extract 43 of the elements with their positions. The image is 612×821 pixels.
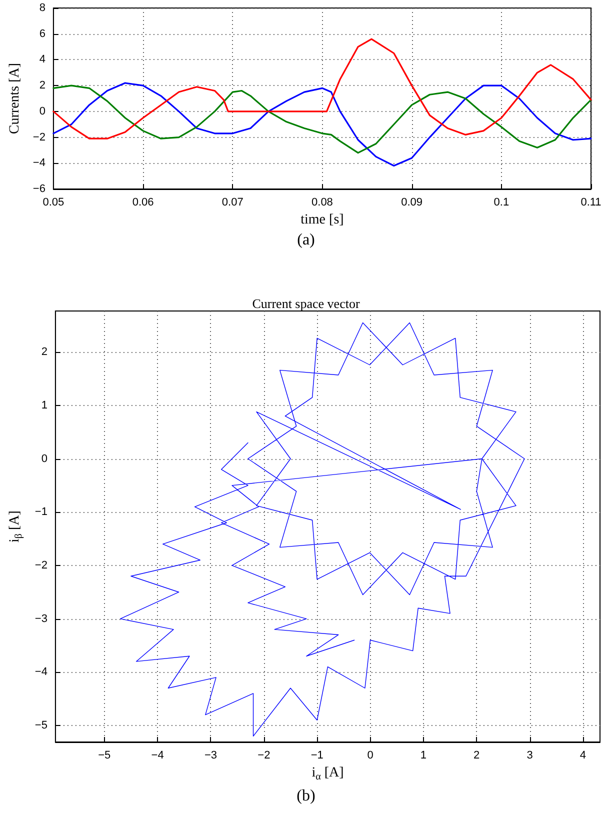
x-axis-title: time [s] [300,212,344,228]
y-tick-label: 8 [39,2,46,14]
x-tick-label: 0.11 [580,196,602,208]
x-tick-label: −4 [151,750,164,762]
y-tick-label: −4 [32,157,46,170]
x-tick-label: 0.1 [494,196,510,208]
y-axis-title: iβ [A] [8,510,24,542]
text: (b) [296,788,316,804]
x-tick-label: −2 [258,750,270,762]
x-tick-label: 0.07 [222,196,244,208]
x-tick-label: 3 [526,750,533,762]
x-tick-label: 1 [420,750,427,762]
y-tick-label: −1 [34,506,48,518]
y-tick-label: −6 [32,183,46,195]
x-tick-label: 0 [367,750,374,762]
line-series [52,84,592,154]
x-tick-label: 0.08 [312,196,333,208]
x-tick-label: 0.05 [42,196,64,208]
y-tick-label: −2 [32,131,46,144]
x-tick-label: 0.09 [401,196,423,208]
x-tick-label: −3 [204,750,217,762]
x-tick-label: 4 [580,750,586,762]
y-tick-label: −3 [34,612,48,625]
x-tick-label: −1 [310,750,324,762]
y-tick-label: 6 [39,28,46,40]
line-series [52,38,592,140]
y-tick-label: 0 [41,452,48,465]
y-tick-label: 0 [39,105,46,118]
y-tick-label: −5 [34,719,48,732]
y-tick-label: −4 [34,666,48,678]
line-series [120,322,525,736]
x-tick-label: 2 [474,750,480,762]
line-series [52,82,592,167]
x-tick-label: −5 [98,750,111,762]
y-tick-label: 2 [39,80,46,92]
y-axis-title: Currents [A] [8,62,22,134]
y-tick-label: −2 [34,559,48,572]
text: (a) [297,232,315,248]
x-tick-label: 0.06 [132,196,154,208]
y-tick-label: 2 [41,346,48,358]
chart-title: Current space vector [252,296,360,311]
y-tick-label: 1 [41,399,48,412]
y-tick-label: 4 [39,54,46,66]
